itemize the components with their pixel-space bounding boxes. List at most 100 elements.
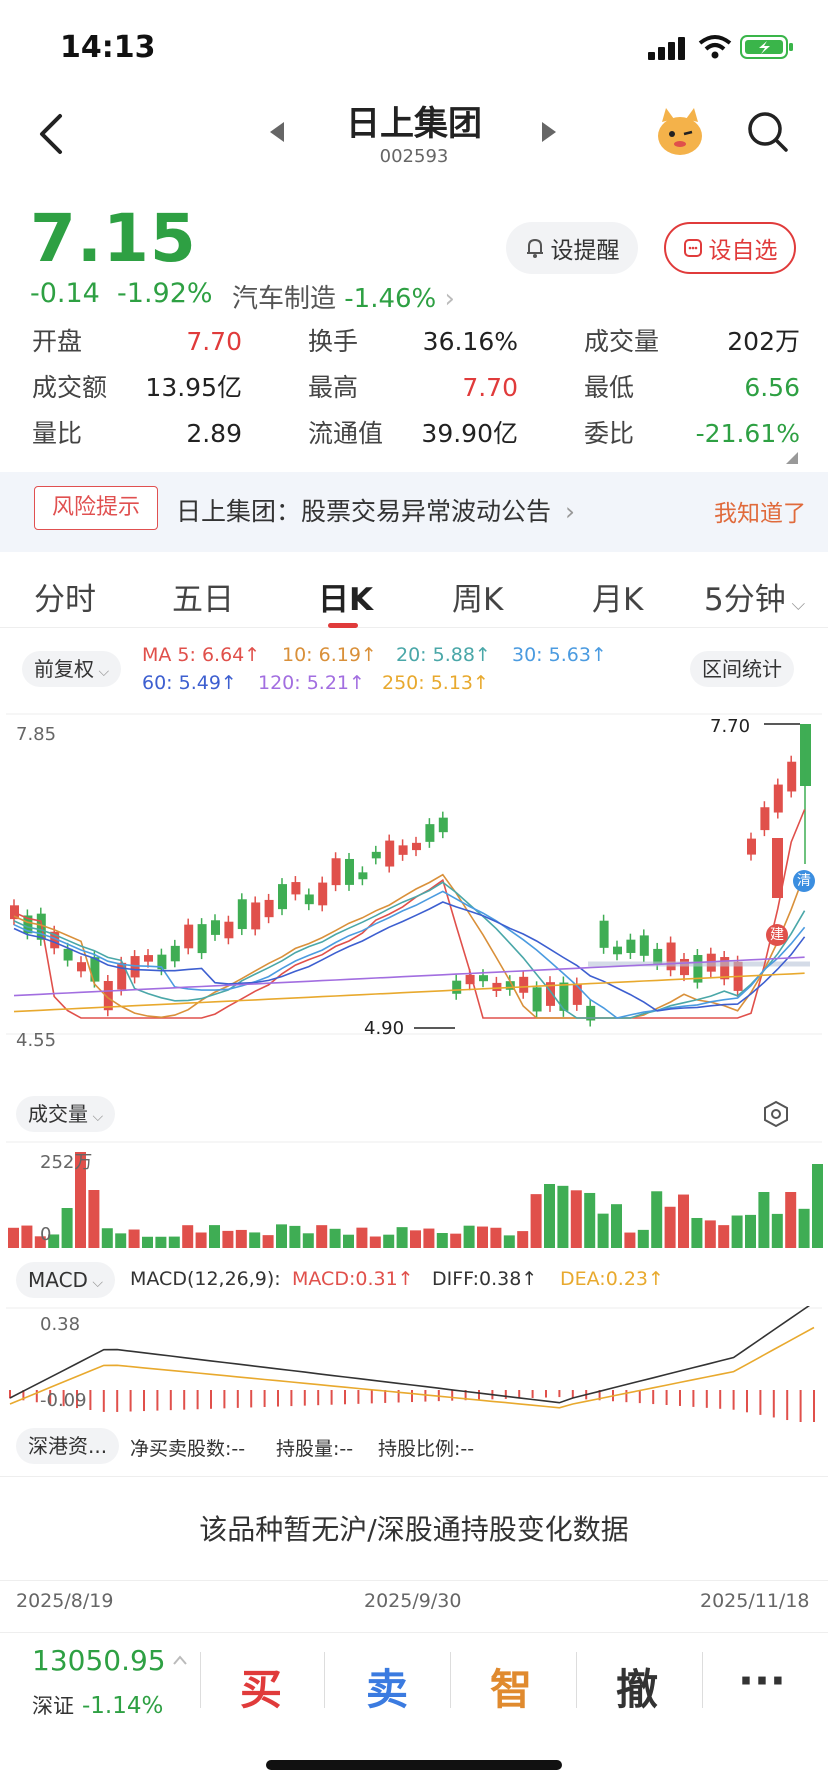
clear-badge[interactable]: 清 [793,870,815,892]
candle-body [519,976,529,993]
ma-line [13,901,806,1012]
volume-bar [544,1184,555,1248]
tab-weekly-k[interactable]: 周K [452,582,504,618]
tab-intraday[interactable]: 分时 [34,582,96,618]
macd-params: MACD(12,26,9): [130,1268,281,1290]
volume-bar [235,1229,247,1248]
index-name: 深证 -1.14% [32,1693,164,1719]
volume-bar [128,1229,140,1248]
candle-body [358,872,368,880]
ma-line [13,890,806,1019]
candle-body [626,939,636,953]
candle-body [693,955,703,983]
tab-daily-k[interactable]: 日K [318,582,374,618]
stat-item: 量比 2.89 [32,414,242,454]
candle-body [318,882,328,906]
sell-button[interactable]: 卖 [366,1665,409,1714]
stat-value: 7.70 [462,373,518,402]
settings-icon[interactable] [762,1100,790,1128]
divider [324,1652,325,1708]
volume-bar [410,1230,421,1248]
macd-dropdown[interactable]: MACD ⌵ [16,1262,116,1298]
volume-bar [155,1236,167,1248]
ma5-label: MA 5: 6.64↑ [142,644,261,666]
candle-body [747,838,756,855]
build-badge[interactable]: 建 [766,924,788,946]
volume-bar [182,1225,194,1248]
volume-bar [704,1220,716,1248]
kline-chart[interactable] [0,704,828,1064]
set-reminder-button[interactable]: 设提醒 [506,222,638,274]
risk-notice-text[interactable]: 日上集团：股票交易异常波动公告 › [176,497,575,526]
stat-label: 流通值 [308,419,384,448]
buy-button[interactable]: 买 [240,1665,283,1714]
cancel-order-button[interactable]: 撤 [616,1665,659,1714]
candle-body [760,807,770,831]
volume-bar [329,1228,341,1248]
candle-body [224,921,234,939]
volume-bar [798,1208,810,1248]
smart-button[interactable]: 智 [490,1665,533,1714]
stat-item: 成交量 202万 [584,322,800,362]
next-stock-icon[interactable] [540,120,558,144]
stat-value: 39.90亿 [421,419,518,448]
sgt-dropdown[interactable]: 深港资... [16,1428,120,1464]
stat-value: 13.95亿 [145,373,242,402]
volume-bar [343,1234,354,1248]
adjust-dropdown[interactable]: 前复权 ⌵ [22,651,122,687]
candle-body [23,915,33,934]
mascot-icon[interactable] [654,106,706,158]
macd-y-bottom: -0.09 [40,1390,87,1411]
add-favorite-button[interactable]: 设自选 [664,222,796,274]
macd-chart [6,1306,822,1422]
search-icon[interactable] [746,110,790,154]
stat-value: 6.56 [744,373,800,402]
volume-y-zero: 0 [40,1224,52,1245]
candle-body [505,981,515,990]
candle-body [680,958,689,976]
tab-monthly-k[interactable]: 月K [592,582,644,618]
candle-body [117,962,127,990]
tab-5min[interactable]: 5分钟 ⌵ [704,582,806,618]
ma-line [13,956,805,997]
low-price-label: 4.90 [364,1018,405,1039]
candle-body [720,957,730,980]
bottom-toolbar [0,1632,828,1760]
stat-item: 最高 7.70 [308,368,518,408]
volume-bar [503,1235,515,1248]
volume-bar [168,1236,180,1248]
index-value[interactable]: 13050.95 [32,1644,166,1677]
volume-dropdown[interactable]: 成交量 ⌵ [16,1096,116,1132]
stat-label: 换手 [308,327,359,356]
volume-bar [584,1192,596,1248]
range-stats-button[interactable]: 区间统计 [690,651,794,687]
volume-bar [396,1227,408,1248]
volume-bar [369,1236,381,1248]
candle-body [639,935,649,956]
candle-body [211,920,220,935]
ma-line [13,809,806,1019]
volume-bar [785,1192,797,1248]
candle-body [237,899,247,930]
volume-bar [463,1225,475,1248]
ma20-label: 20: 5.88↑ [396,644,491,666]
candle-body [197,924,207,954]
back-icon[interactable] [36,112,66,156]
candle-body [63,948,73,961]
tab-five-day[interactable]: 五日 [172,582,234,618]
ma250-label: 250: 5.13↑ [382,672,489,694]
expand-corner-icon[interactable] [786,452,798,464]
volume-bar [262,1235,274,1248]
chevron-up-icon[interactable] [172,1654,188,1666]
dismiss-risk-button[interactable]: 我知道了 [714,501,806,527]
home-indicator [266,1760,562,1770]
page-title: 日上集团 [346,104,482,144]
volume-bar [771,1213,783,1248]
more-button[interactable]: ··· [738,1656,786,1705]
volume-bar [812,1164,823,1248]
stat-label: 委比 [584,419,635,448]
volume-bar [356,1227,368,1248]
sector-link[interactable]: 汽车制造 -1.46% › [232,284,455,314]
prev-stock-icon[interactable] [268,120,286,144]
volume-bar [195,1232,207,1248]
